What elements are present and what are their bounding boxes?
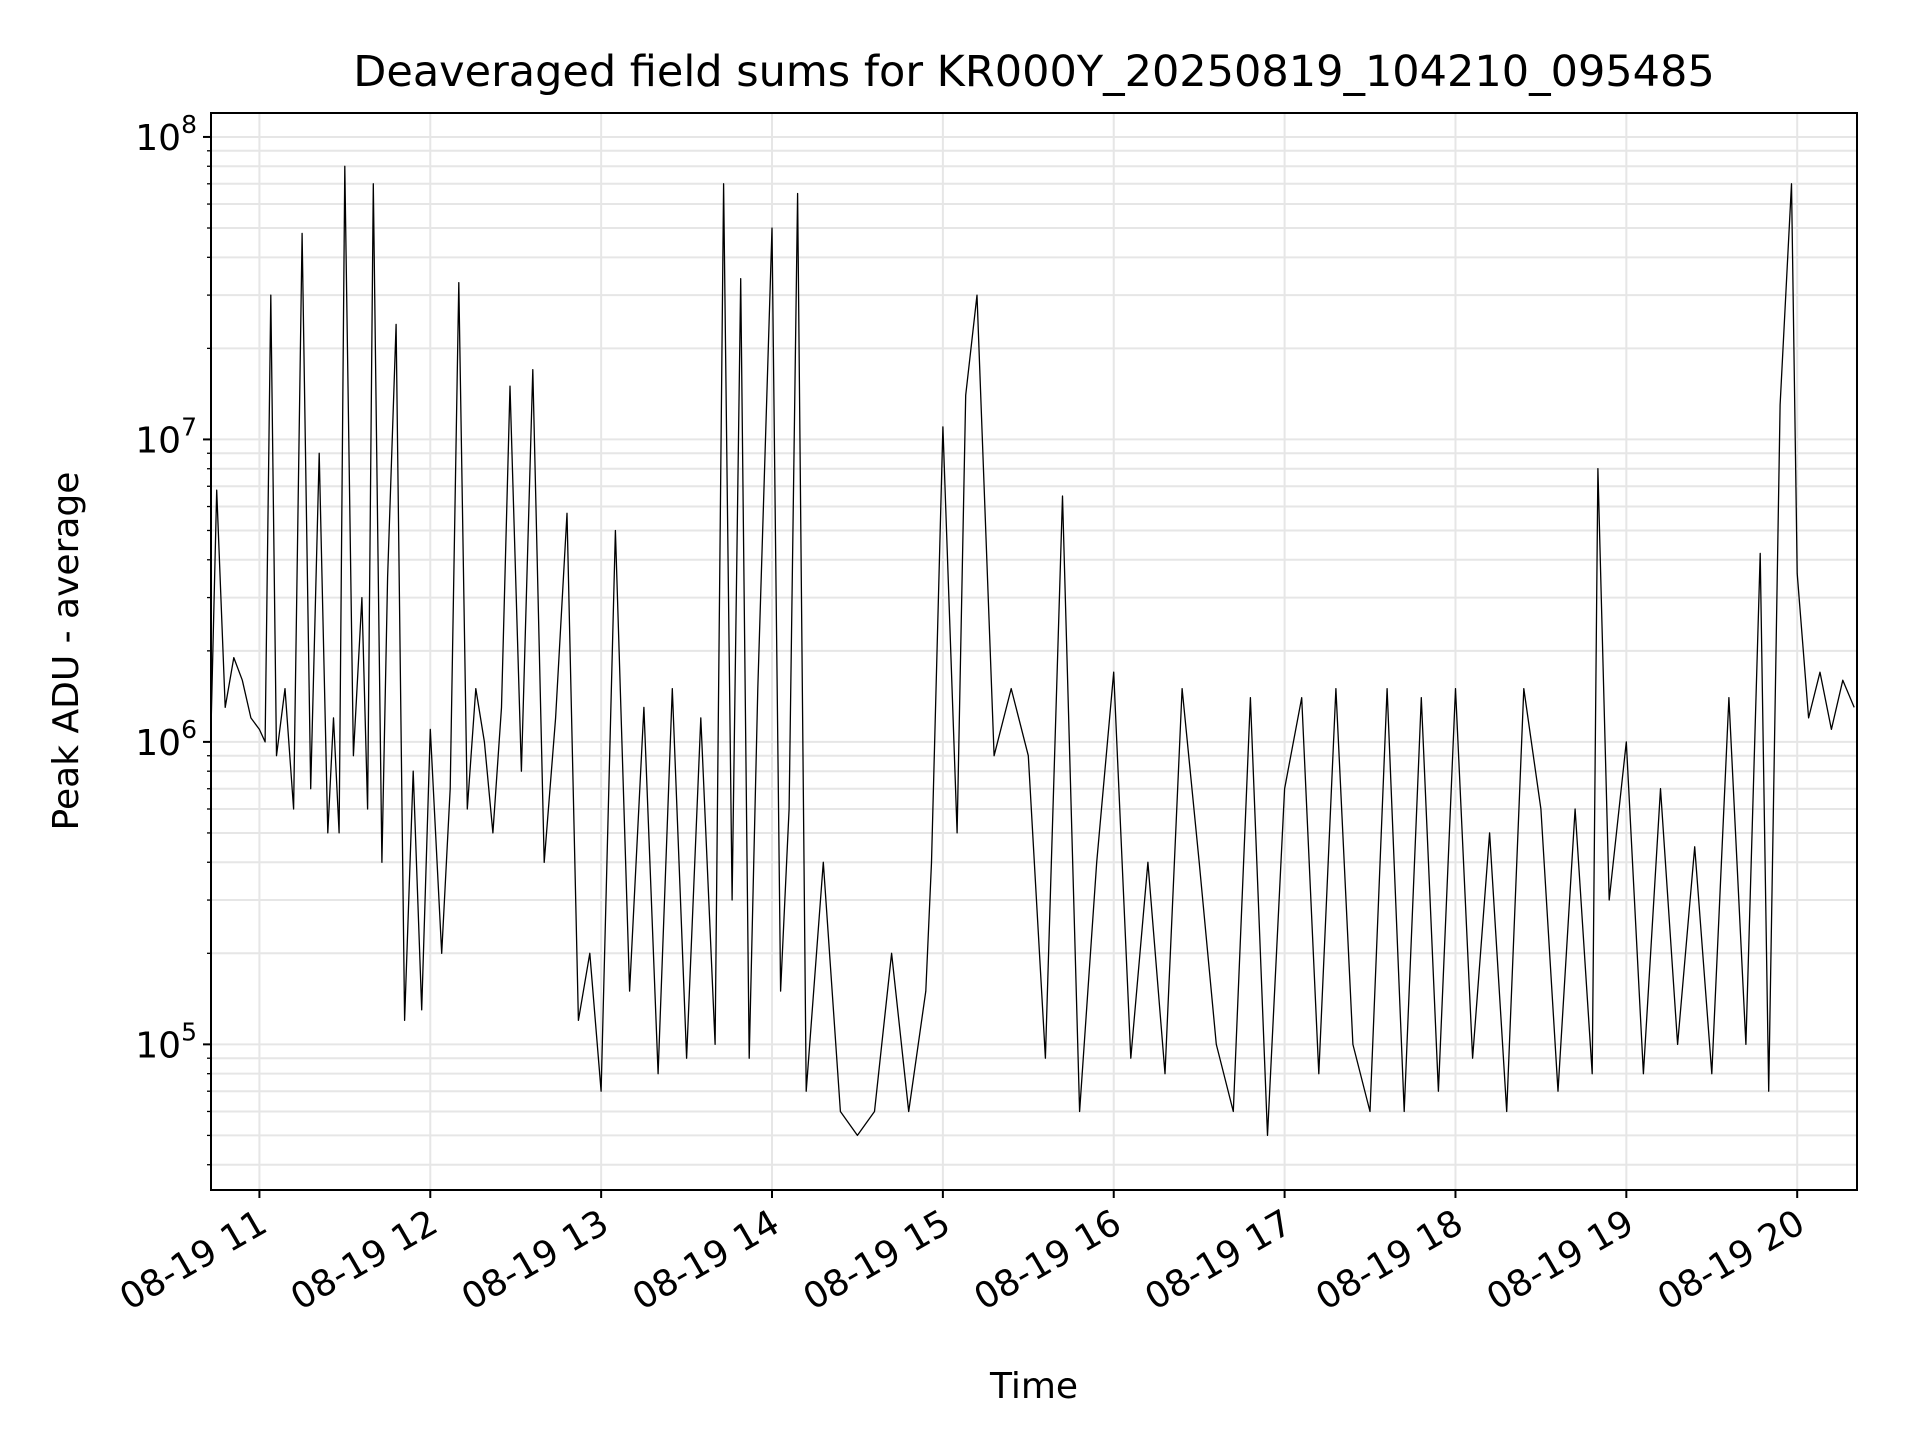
plot-frame [210, 112, 1858, 1191]
y-axis-label: Peak ADU - average [46, 472, 87, 831]
y-tick-label: 108 [135, 110, 197, 159]
y-tick-label: 106 [135, 715, 197, 764]
y-tick-label: 107 [135, 412, 197, 461]
grid-lines [211, 113, 1857, 1190]
chart-title: Deaveraged field sums for KR000Y_2025081… [353, 47, 1715, 97]
y-axis: 105 106 107 108 [135, 110, 211, 1166]
series-line [210, 165, 1855, 1137]
x-axis-label: Time [989, 1366, 1078, 1407]
plot-area [210, 165, 1855, 1137]
y-tick-label: 105 [135, 1017, 197, 1066]
